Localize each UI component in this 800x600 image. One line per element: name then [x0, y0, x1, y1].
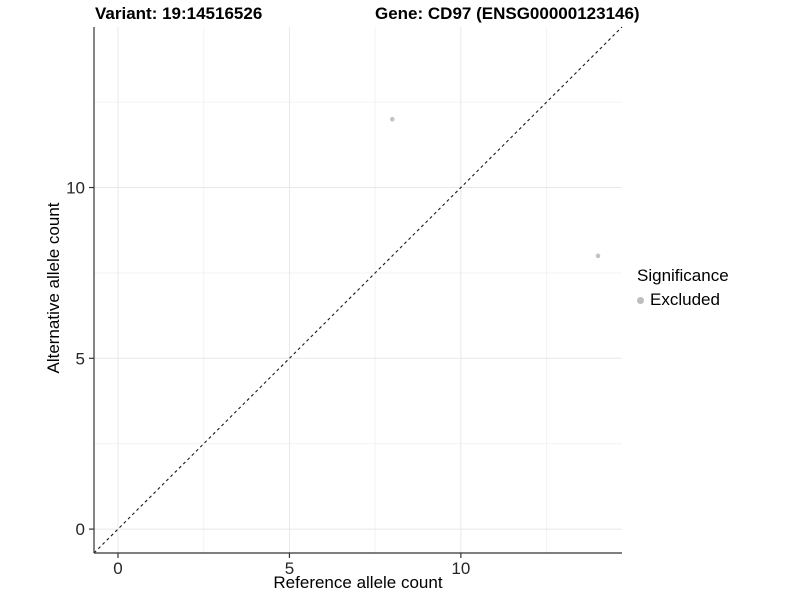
x-axis-title: Reference allele count [273, 573, 443, 592]
x-tick-label: 5 [285, 559, 294, 578]
identity-dashed-line [93, 26, 623, 554]
plot-title-gene: Gene: CD97 (ENSG00000123146) [375, 4, 640, 23]
y-tick-label: 5 [76, 349, 85, 368]
y-axis-title: Alternative allele count [44, 202, 63, 374]
legend-item-excluded: Excluded [637, 290, 729, 310]
legend-title: Significance [637, 266, 729, 285]
legend-item-label: Excluded [650, 290, 720, 309]
x-tick-label: 0 [113, 559, 122, 578]
plot-title-variant: Variant: 19:14516526 [95, 4, 263, 23]
y-tick-label: 10 [66, 179, 85, 198]
legend-point-icon [637, 296, 644, 304]
data-point [389, 116, 395, 122]
x-tick-label: 10 [451, 559, 470, 578]
legend: Significance Excluded [637, 266, 729, 310]
data-point [595, 253, 601, 259]
y-tick-label: 0 [76, 520, 85, 539]
